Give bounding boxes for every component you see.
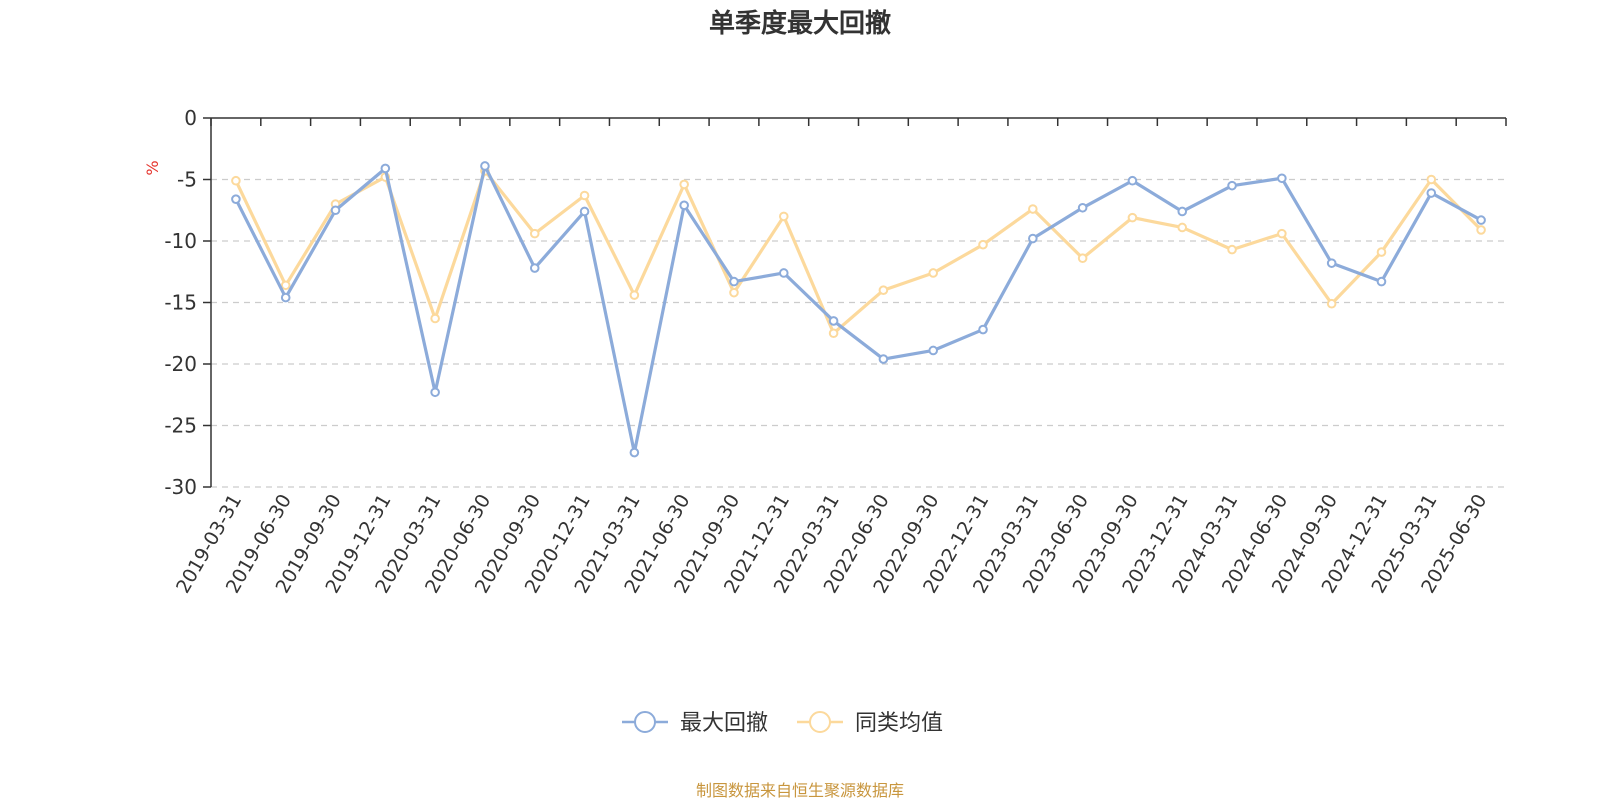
data-point[interactable] (1227, 180, 1237, 191)
data-point[interactable] (1177, 222, 1188, 233)
legend-item-1[interactable]: 最大回撤 (622, 711, 768, 736)
data-point[interactable] (878, 354, 889, 364)
legend-label: 最大回撤 (680, 711, 768, 736)
y-tick-label: 0 (184, 106, 197, 130)
series-1 (231, 161, 1486, 458)
data-point[interactable] (1426, 188, 1437, 198)
source-note: 制图数据来自恒生聚源数据库 (696, 781, 904, 800)
y-tick-label: -5 (177, 168, 197, 192)
data-point[interactable] (629, 447, 640, 458)
data-point[interactable] (1127, 175, 1138, 186)
data-point[interactable] (1127, 212, 1138, 223)
series-line (234, 169, 1483, 335)
data-point[interactable] (978, 324, 988, 335)
data-point[interactable] (778, 211, 789, 222)
data-point[interactable] (1028, 204, 1038, 214)
grid-lines (211, 178, 1506, 488)
y-tick-label: -20 (164, 352, 197, 376)
data-point[interactable] (280, 280, 291, 291)
data-point[interactable] (878, 285, 889, 296)
data-point[interactable] (729, 276, 739, 287)
data-point[interactable] (1476, 215, 1486, 225)
data-point[interactable] (679, 179, 689, 190)
data-point[interactable] (1376, 276, 1387, 287)
data-point[interactable] (231, 194, 241, 204)
data-point[interactable] (1277, 228, 1287, 239)
data-point[interactable] (1077, 202, 1088, 213)
data-point[interactable] (1277, 173, 1287, 184)
data-point[interactable] (529, 263, 540, 273)
y-tick-label: -15 (164, 291, 197, 315)
data-point[interactable] (828, 328, 839, 339)
data-point[interactable] (231, 175, 241, 186)
legend-item-2[interactable]: 同类均值 (797, 711, 943, 736)
data-point[interactable] (579, 206, 590, 217)
data-point[interactable] (1326, 298, 1337, 309)
data-point[interactable] (1476, 225, 1486, 235)
data-point[interactable] (1028, 233, 1038, 244)
data-point[interactable] (430, 313, 440, 324)
legend-circle-icon (634, 711, 656, 733)
data-point[interactable] (679, 200, 689, 211)
data-point[interactable] (828, 316, 839, 326)
data-point[interactable] (1077, 253, 1088, 264)
y-tick-label: -10 (164, 229, 197, 253)
data-point[interactable] (330, 205, 341, 216)
series-line (234, 164, 1482, 455)
data-point[interactable] (928, 268, 939, 278)
legend[interactable]: 最大回撤 同类均值 (622, 711, 943, 736)
data-point[interactable] (1177, 206, 1188, 217)
data-point[interactable] (729, 287, 739, 298)
data-point[interactable] (1376, 247, 1387, 257)
legend-circle-icon (809, 711, 831, 733)
series-2 (231, 166, 1486, 339)
legend-label: 同类均值 (855, 711, 943, 736)
data-point[interactable] (579, 190, 590, 201)
y-axis-unit: % (143, 160, 162, 175)
series-lines (231, 161, 1486, 458)
chart-title: 单季度最大回撤 (709, 8, 891, 39)
data-point[interactable] (380, 163, 391, 174)
y-tick-label: -30 (164, 475, 197, 499)
data-point[interactable] (629, 290, 640, 300)
data-point[interactable] (430, 387, 440, 398)
data-point[interactable] (280, 292, 291, 303)
data-point[interactable] (1426, 174, 1437, 185)
data-point[interactable] (480, 161, 490, 171)
data-point[interactable] (928, 345, 939, 356)
data-point[interactable] (1227, 244, 1237, 255)
data-point[interactable] (1326, 258, 1337, 268)
data-point[interactable] (529, 228, 540, 239)
y-tick-label: -25 (164, 414, 197, 438)
data-point[interactable] (978, 239, 988, 250)
data-point[interactable] (778, 268, 789, 278)
